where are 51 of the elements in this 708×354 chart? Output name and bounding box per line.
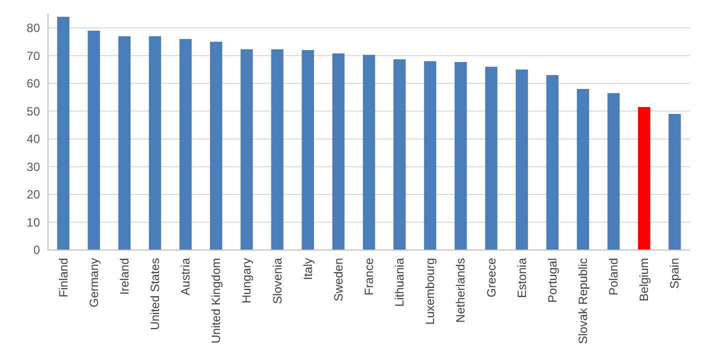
x-tick-label: Estonia xyxy=(514,258,529,298)
bar xyxy=(424,61,436,250)
x-tick-label: Lithuania xyxy=(392,258,407,307)
y-tick-label: 30 xyxy=(26,160,40,174)
bar xyxy=(393,59,406,250)
bar xyxy=(576,88,590,250)
x-tick-label: Austria xyxy=(178,258,193,296)
bar xyxy=(271,49,284,250)
x-tick-label: Ireland xyxy=(117,258,132,295)
bar xyxy=(210,42,222,250)
bar xyxy=(668,114,681,250)
bar xyxy=(332,53,345,250)
y-tick-label: 70 xyxy=(26,48,40,63)
x-tick-label: Netherlands xyxy=(454,258,468,323)
y-tick-label: 80 xyxy=(26,21,40,36)
y-tick-label: 50 xyxy=(26,104,40,118)
y-tick-label: 10 xyxy=(26,215,40,230)
x-tick-label: Greece xyxy=(484,258,498,298)
x-tick-label: Luxembourg xyxy=(423,258,438,325)
x-tick-label: Poland xyxy=(606,258,621,296)
bar xyxy=(57,16,70,250)
bar xyxy=(179,38,192,250)
y-tick-label: 0 xyxy=(33,243,40,258)
x-tick-label: Belgium xyxy=(637,258,652,302)
x-tick-label: Hungary xyxy=(240,258,254,304)
bar xyxy=(118,36,131,250)
bar xyxy=(516,70,528,250)
x-tick-label: Slovenia xyxy=(270,258,284,304)
x-tick-label: France xyxy=(362,258,376,296)
x-tick-label: United Kingdom xyxy=(209,258,224,344)
bar xyxy=(638,107,650,250)
y-tick-label: 60 xyxy=(26,76,40,91)
bar xyxy=(148,36,162,250)
bar xyxy=(240,49,253,250)
x-tick-label: United States xyxy=(148,258,162,330)
x-tick-label: Spain xyxy=(668,258,682,289)
x-tick-label: Finland xyxy=(56,258,70,298)
bar xyxy=(546,75,559,250)
bar xyxy=(88,30,100,250)
x-tick-label: Sweden xyxy=(331,258,346,302)
x-tick-label: Italy xyxy=(300,258,315,280)
x-tick-label: Portugal xyxy=(545,258,560,303)
bar xyxy=(302,50,314,250)
bar xyxy=(485,66,498,250)
bar xyxy=(362,54,376,250)
y-tick-label: 40 xyxy=(26,132,40,146)
bar xyxy=(454,62,467,250)
bar xyxy=(607,93,620,250)
y-tick-label: 20 xyxy=(26,188,40,202)
x-tick-label: Germany xyxy=(86,258,101,308)
x-tick-label: Slovak Republic xyxy=(576,258,590,344)
